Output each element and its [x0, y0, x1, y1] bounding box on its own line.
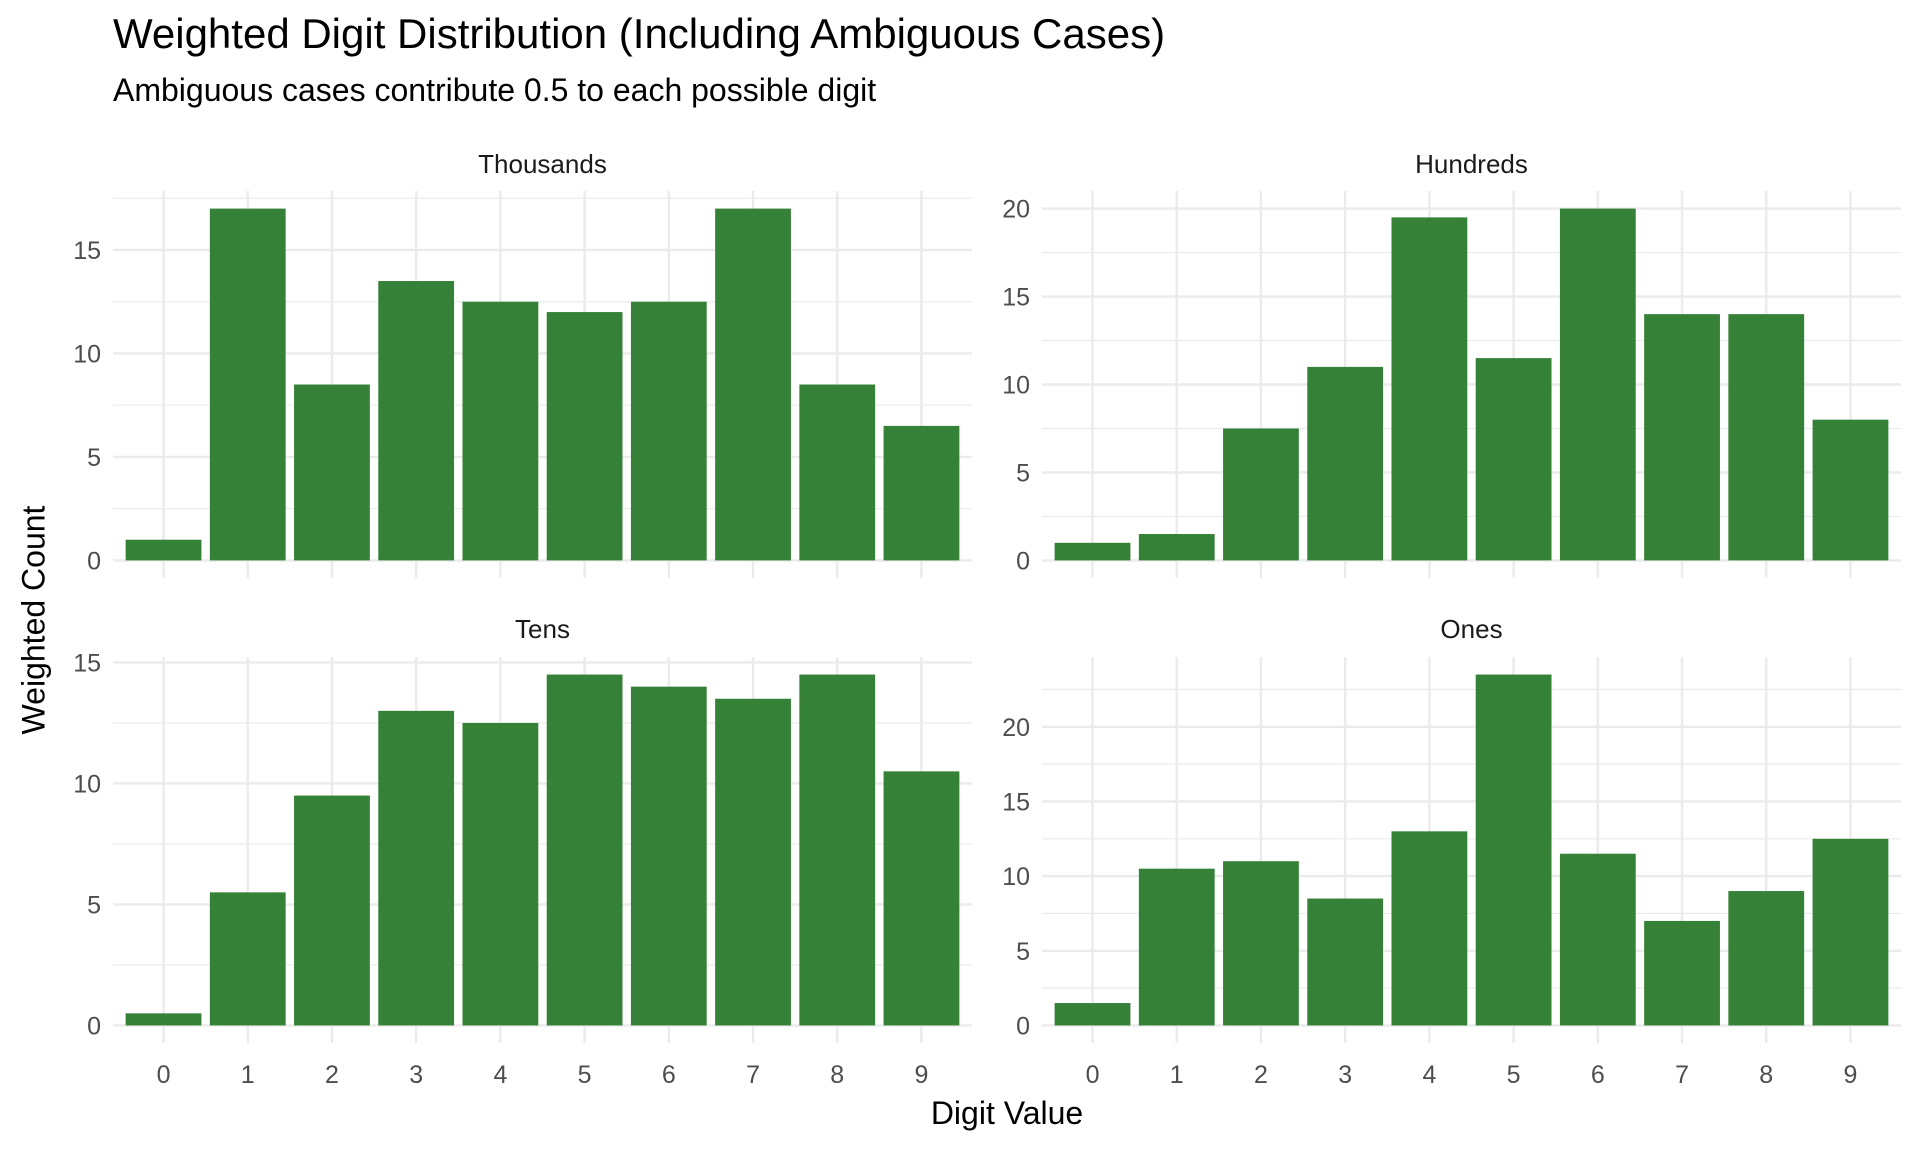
y-tick-label: 0	[1016, 1012, 1030, 1040]
facet-label-ones: Ones	[1440, 614, 1502, 644]
bar-thousands-0	[125, 539, 202, 561]
y-tick-label: 15	[73, 649, 101, 677]
x-tick-label: 1	[241, 1061, 255, 1089]
bar-hundreds-4	[1391, 217, 1468, 561]
x-tick-label: 5	[578, 1061, 592, 1089]
y-tick-label: 20	[1002, 196, 1030, 224]
bar-tens-8	[799, 674, 876, 1026]
x-tick-label: 7	[746, 1061, 760, 1089]
y-tick-label: 20	[1002, 714, 1030, 742]
y-tick-label: 5	[1016, 459, 1030, 487]
y-tick-label: 15	[1002, 284, 1030, 312]
bar-tens-5	[546, 674, 623, 1026]
bar-hundreds-7	[1644, 314, 1720, 561]
bar-ones-6	[1559, 853, 1636, 1026]
y-tick-label: 10	[73, 340, 101, 368]
bar-thousands-7	[715, 208, 791, 561]
y-tick-label: 0	[87, 547, 101, 575]
bar-ones-0	[1054, 1003, 1131, 1026]
bar-hundreds-6	[1559, 208, 1636, 561]
bar-tens-3	[378, 710, 455, 1026]
bar-hundreds-9	[1812, 419, 1889, 561]
bar-tens-4	[462, 722, 539, 1026]
x-tick-label: 1	[1170, 1061, 1184, 1089]
bar-thousands-8	[799, 384, 876, 561]
bar-thousands-9	[883, 425, 960, 561]
bar-ones-3	[1307, 898, 1384, 1026]
x-tick-label: 4	[493, 1061, 507, 1089]
bar-thousands-3	[378, 281, 455, 561]
x-tick-label: 7	[1675, 1061, 1689, 1089]
bar-tens-6	[630, 686, 707, 1026]
bar-hundreds-1	[1138, 534, 1215, 561]
y-tick-label: 15	[1002, 788, 1030, 816]
y-tick-label: 10	[73, 770, 101, 798]
x-axis-label: Digit Value	[930, 1095, 1084, 1131]
x-tick-label: 4	[1422, 1061, 1436, 1089]
bar-ones-1	[1138, 868, 1215, 1026]
y-tick-label: 15	[73, 237, 101, 265]
bar-ones-5	[1475, 674, 1552, 1026]
x-tick-label: 5	[1507, 1061, 1521, 1089]
y-tick-label: 0	[87, 1012, 101, 1040]
bar-tens-2	[294, 795, 370, 1026]
bar-ones-8	[1728, 891, 1805, 1026]
x-tick-label: 6	[662, 1061, 676, 1089]
x-tick-label: 2	[1254, 1061, 1268, 1089]
x-tick-label: 8	[1759, 1061, 1773, 1089]
bar-ones-7	[1644, 920, 1720, 1026]
bar-ones-9	[1812, 838, 1889, 1026]
bar-thousands-5	[546, 312, 623, 561]
bar-tens-9	[883, 771, 960, 1026]
bar-hundreds-0	[1054, 542, 1131, 561]
bar-ones-4	[1391, 831, 1468, 1026]
facet-label-tens: Tens	[515, 614, 570, 644]
y-tick-label: 5	[87, 891, 101, 919]
x-tick-label: 3	[409, 1061, 423, 1089]
y-tick-label: 5	[1016, 938, 1030, 966]
bar-hundreds-8	[1728, 314, 1805, 561]
facet-label-hundreds: Hundreds	[1415, 149, 1528, 179]
x-tick-label: 3	[1338, 1061, 1352, 1089]
bar-hundreds-3	[1307, 366, 1384, 561]
chart-title: Weighted Digit Distribution (Including A…	[113, 10, 1166, 57]
x-tick-label: 0	[157, 1061, 171, 1089]
y-tick-label: 10	[1002, 372, 1030, 400]
bar-hundreds-2	[1223, 428, 1299, 561]
facet-label-thousands: Thousands	[478, 149, 607, 179]
x-tick-label: 6	[1591, 1061, 1605, 1089]
x-tick-label: 9	[915, 1061, 929, 1089]
bar-tens-0	[125, 1013, 202, 1026]
y-tick-label: 5	[87, 444, 101, 472]
bar-hundreds-5	[1475, 358, 1552, 561]
x-tick-label: 8	[830, 1061, 844, 1089]
bar-thousands-4	[462, 301, 539, 561]
bar-thousands-6	[630, 301, 707, 561]
x-tick-label: 2	[325, 1061, 339, 1089]
bar-thousands-1	[209, 208, 286, 561]
bar-tens-1	[209, 892, 286, 1026]
y-tick-label: 0	[1016, 547, 1030, 575]
x-tick-label: 9	[1844, 1061, 1858, 1089]
bar-tens-7	[715, 698, 791, 1026]
y-tick-label: 10	[1002, 863, 1030, 891]
bar-thousands-2	[294, 384, 370, 561]
chart-subtitle: Ambiguous cases contribute 0.5 to each p…	[113, 72, 877, 108]
x-tick-label: 0	[1086, 1061, 1100, 1089]
bar-ones-2	[1223, 861, 1299, 1026]
